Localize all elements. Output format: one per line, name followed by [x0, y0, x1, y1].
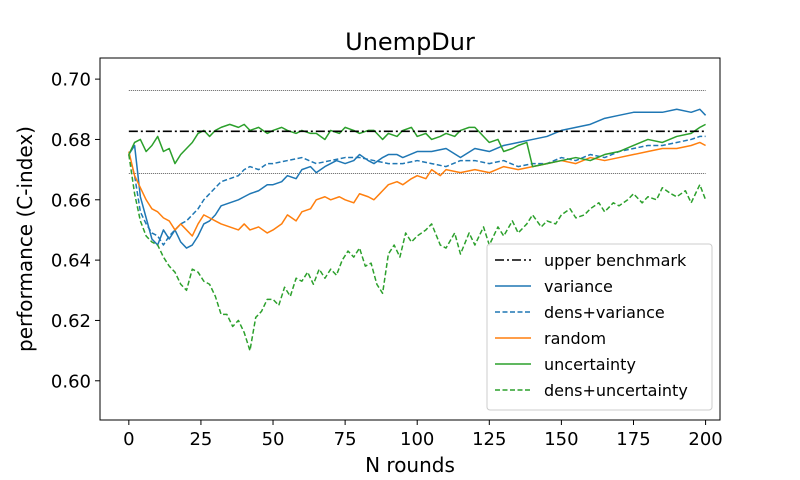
- series-line-random: [128, 141, 706, 237]
- x-tick-label: 0: [123, 429, 134, 450]
- series-line-dens-variance: [128, 135, 706, 246]
- legend-label-uncertainty: uncertainty: [544, 355, 636, 374]
- y-tick-label: 0.62: [51, 311, 91, 332]
- x-tick-label: 100: [400, 429, 434, 450]
- y-axis: 0.60 0.62 0.64 0.66 0.68 0.70: [51, 70, 100, 392]
- legend-label-upper-benchmark: upper benchmark: [544, 251, 687, 270]
- y-tick-label: 0.60: [51, 371, 91, 392]
- x-tick-label: 125: [472, 429, 506, 450]
- x-tick-label: 150: [544, 429, 578, 450]
- legend-label-dens-variance: dens+variance: [544, 303, 665, 322]
- plot-frame: [99, 57, 721, 421]
- series-line-dens-uncertainty: [128, 154, 707, 352]
- series-line-variance: [128, 108, 707, 249]
- y-tick-label: 0.68: [51, 130, 91, 151]
- legend-label-random: random: [544, 329, 606, 348]
- chart-title: UnempDur: [345, 28, 475, 56]
- legend: upper benchmark variance dens+variance rand…: [486, 243, 713, 411]
- y-axis-label: performance (C-index): [13, 126, 37, 352]
- x-tick-label: 75: [334, 429, 357, 450]
- x-tick-label: 175: [616, 429, 650, 450]
- y-tick-label: 0.64: [51, 251, 91, 272]
- x-axis-label: N rounds: [365, 453, 455, 477]
- x-tick-label: 50: [262, 429, 285, 450]
- legend-label-dens-uncertainty: dens+uncertainty: [544, 381, 688, 400]
- legend-label-variance: variance: [544, 277, 613, 296]
- y-tick-label: 0.66: [51, 190, 91, 211]
- x-axis: 0 25 50 75 100 125 150 175 200: [123, 420, 723, 450]
- series-line-uncertainty: [128, 123, 706, 168]
- legend-box: [486, 243, 713, 411]
- x-tick-label: 25: [189, 429, 212, 450]
- y-tick-label: 0.70: [51, 70, 91, 91]
- x-tick-label: 200: [688, 429, 722, 450]
